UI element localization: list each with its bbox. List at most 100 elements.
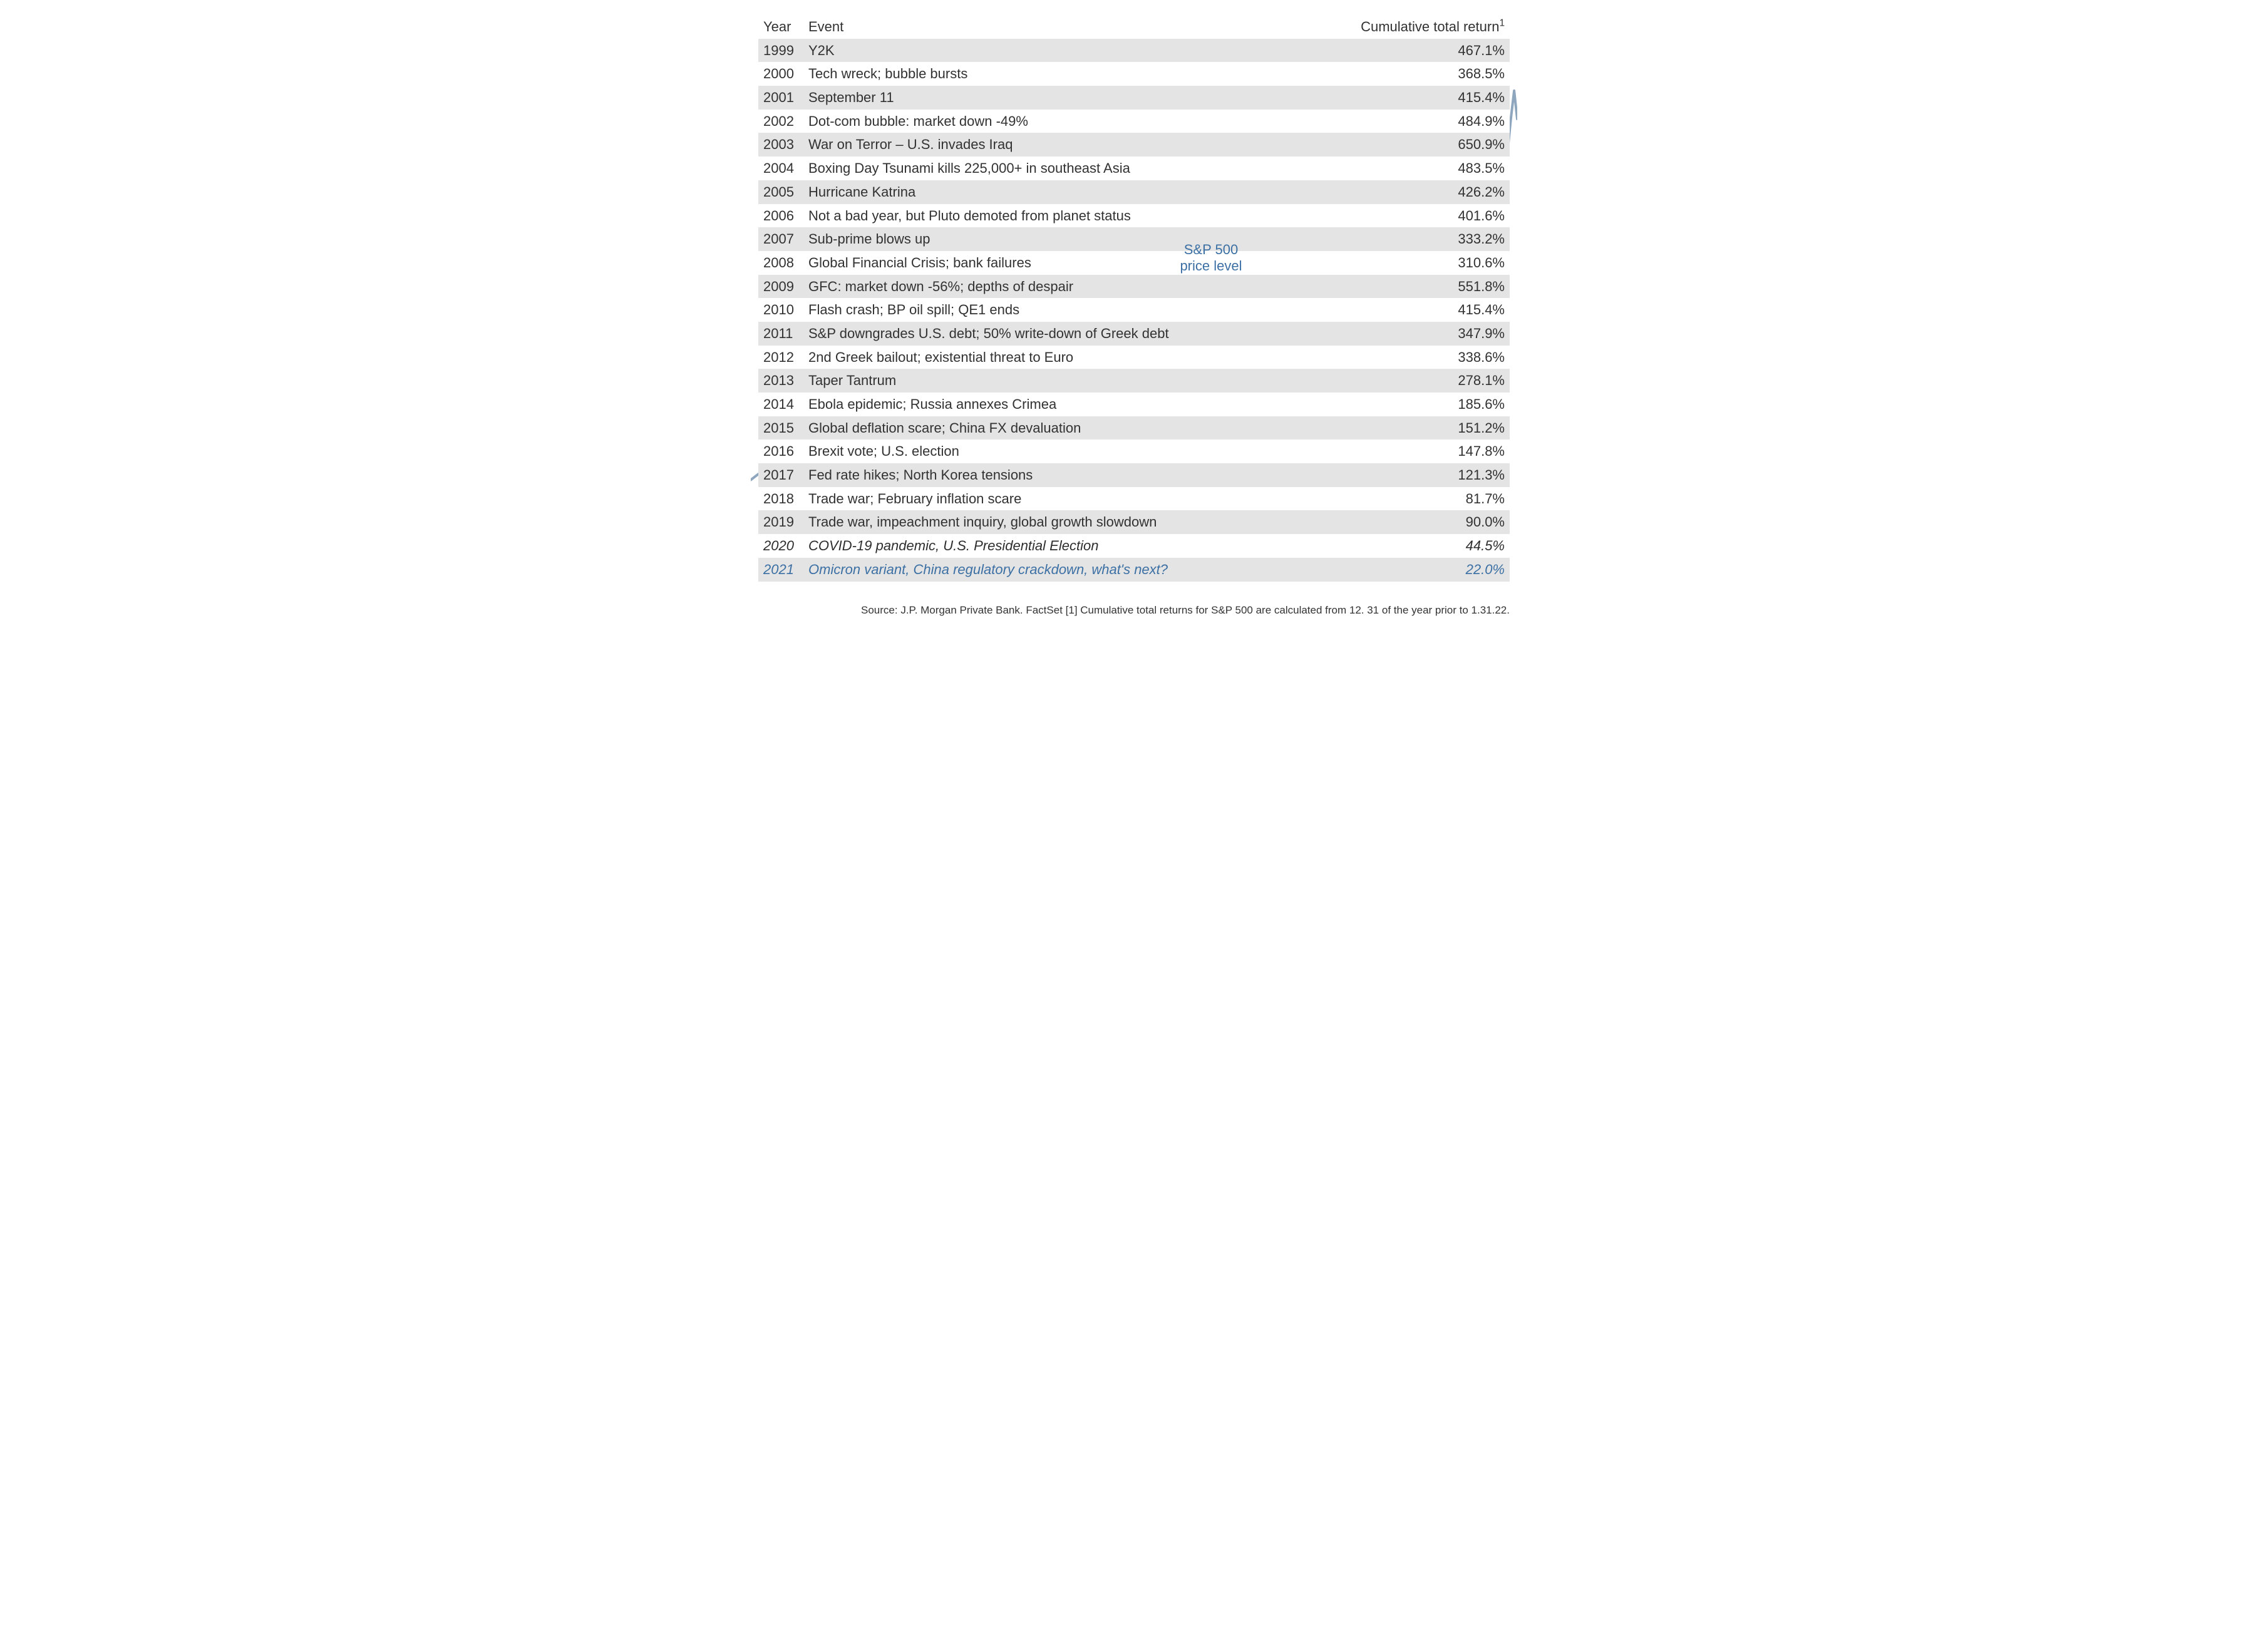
table-row: 2007Sub-prime blows up333.2% [758, 227, 1510, 251]
cell-year: 2010 [763, 301, 808, 319]
cell-event: War on Terror – U.S. invades Iraq [808, 135, 1342, 154]
cell-return: 310.6% [1342, 254, 1505, 272]
cell-return: 185.6% [1342, 395, 1505, 414]
cell-year: 2002 [763, 112, 808, 131]
cell-year: 1999 [763, 41, 808, 60]
table-row: 1999Y2K467.1% [758, 39, 1510, 63]
cell-event: Fed rate hikes; North Korea tensions [808, 466, 1342, 485]
cell-year: 2011 [763, 324, 808, 343]
cell-event: Trade war; February inflation scare [808, 490, 1342, 508]
table-row: 2017Fed rate hikes; North Korea tensions… [758, 463, 1510, 487]
cell-return: 551.8% [1342, 277, 1505, 296]
cell-event: COVID-19 pandemic, U.S. Presidential Ele… [808, 537, 1342, 555]
table-row: 2000Tech wreck; bubble bursts368.5% [758, 62, 1510, 86]
cell-event: Global deflation scare; China FX devalua… [808, 419, 1342, 438]
cell-return: 90.0% [1342, 513, 1505, 532]
cell-return: 426.2% [1342, 183, 1505, 202]
table-row: 2004Boxing Day Tsunami kills 225,000+ in… [758, 157, 1510, 180]
cell-event: Ebola epidemic; Russia annexes Crimea [808, 395, 1342, 414]
cell-year: 2009 [763, 277, 808, 296]
cell-event: GFC: market down -56%; depths of despair [808, 277, 1342, 296]
cell-year: 2005 [763, 183, 808, 202]
table-row: 2008Global Financial Crisis; bank failur… [758, 251, 1510, 275]
cell-event: Taper Tantrum [808, 371, 1342, 390]
cell-event: 2nd Greek bailout; existential threat to… [808, 348, 1342, 367]
cell-year: 2000 [763, 64, 808, 83]
cell-year: 2017 [763, 466, 808, 485]
cell-return: 81.7% [1342, 490, 1505, 508]
table-body: 1999Y2K467.1%2000Tech wreck; bubble burs… [758, 39, 1510, 582]
cell-year: 2018 [763, 490, 808, 508]
cell-event: Flash crash; BP oil spill; QE1 ends [808, 301, 1342, 319]
table-row: 2015Global deflation scare; China FX dev… [758, 416, 1510, 440]
table-row: 2009GFC: market down -56%; depths of des… [758, 275, 1510, 299]
cell-return: 121.3% [1342, 466, 1505, 485]
cell-year: 2020 [763, 537, 808, 555]
cell-year: 2012 [763, 348, 808, 367]
cell-return: 347.9% [1342, 324, 1505, 343]
cell-event: Sub-prime blows up [808, 230, 1342, 249]
cell-year: 2008 [763, 254, 808, 272]
table-row: 2006Not a bad year, but Pluto demoted fr… [758, 204, 1510, 228]
table-row: 2010Flash crash; BP oil spill; QE1 ends4… [758, 298, 1510, 322]
table-row: 2014Ebola epidemic; Russia annexes Crime… [758, 393, 1510, 416]
cell-year: 2004 [763, 159, 808, 178]
cell-return: 333.2% [1342, 230, 1505, 249]
cell-return: 650.9% [1342, 135, 1505, 154]
cell-event: Y2K [808, 41, 1342, 60]
table-row: 2011S&P downgrades U.S. debt; 50% write-… [758, 322, 1510, 346]
events-table: Year Event Cumulative total return1 1999… [758, 15, 1510, 582]
table-row: 2019Trade war, impeachment inquiry, glob… [758, 510, 1510, 534]
cell-year: 2001 [763, 88, 808, 107]
cell-year: 2016 [763, 442, 808, 461]
cell-event: Omicron variant, China regulatory crackd… [808, 560, 1342, 579]
col-header-return-text: Cumulative total return [1361, 19, 1499, 34]
cell-year: 2007 [763, 230, 808, 249]
cell-year: 2015 [763, 419, 808, 438]
cell-return: 467.1% [1342, 41, 1505, 60]
cell-year: 2003 [763, 135, 808, 154]
cell-return: 415.4% [1342, 301, 1505, 319]
cell-return: 483.5% [1342, 159, 1505, 178]
cell-event: Brexit vote; U.S. election [808, 442, 1342, 461]
table-header-row: Year Event Cumulative total return1 [758, 15, 1510, 39]
cell-year: 2006 [763, 207, 808, 225]
cell-return: 484.9% [1342, 112, 1505, 131]
cell-return: 401.6% [1342, 207, 1505, 225]
cell-event: Not a bad year, but Pluto demoted from p… [808, 207, 1342, 225]
col-header-return-sup: 1 [1499, 18, 1505, 29]
table-row: 20122nd Greek bailout; existential threa… [758, 346, 1510, 369]
cell-year: 2021 [763, 560, 808, 579]
table-row: 2005Hurricane Katrina426.2% [758, 180, 1510, 204]
cell-return: 338.6% [1342, 348, 1505, 367]
table-row: 2013Taper Tantrum278.1% [758, 369, 1510, 393]
cell-event: Hurricane Katrina [808, 183, 1342, 202]
cell-return: 415.4% [1342, 88, 1505, 107]
cell-return: 151.2% [1342, 419, 1505, 438]
col-header-year: Year [763, 18, 808, 36]
cell-return: 278.1% [1342, 371, 1505, 390]
cell-return: 22.0% [1342, 560, 1505, 579]
cell-year: 2014 [763, 395, 808, 414]
col-header-return: Cumulative total return1 [1342, 18, 1505, 36]
cell-return: 147.8% [1342, 442, 1505, 461]
table-row: 2001September 11415.4% [758, 86, 1510, 110]
table-row: 2018Trade war; February inflation scare8… [758, 487, 1510, 511]
table-row: 2020COVID-19 pandemic, U.S. Presidential… [758, 534, 1510, 558]
table-row: 2021Omicron variant, China regulatory cr… [758, 558, 1510, 582]
cell-year: 2019 [763, 513, 808, 532]
cell-event: Dot-com bubble: market down -49% [808, 112, 1342, 131]
table-row: 2016Brexit vote; U.S. election147.8% [758, 439, 1510, 463]
source-caption: Source: J.P. Morgan Private Bank. FactSe… [751, 604, 1517, 617]
cell-return: 368.5% [1342, 64, 1505, 83]
col-header-event: Event [808, 18, 1342, 36]
cell-event: September 11 [808, 88, 1342, 107]
figure-container: S&P 500 price level Year Event Cumulativ… [751, 15, 1517, 582]
table-row: 2002Dot-com bubble: market down -49%484.… [758, 110, 1510, 133]
cell-event: S&P downgrades U.S. debt; 50% write-down… [808, 324, 1342, 343]
cell-event: Global Financial Crisis; bank failures [808, 254, 1342, 272]
cell-return: 44.5% [1342, 537, 1505, 555]
cell-event: Tech wreck; bubble bursts [808, 64, 1342, 83]
cell-event: Boxing Day Tsunami kills 225,000+ in sou… [808, 159, 1342, 178]
cell-event: Trade war, impeachment inquiry, global g… [808, 513, 1342, 532]
